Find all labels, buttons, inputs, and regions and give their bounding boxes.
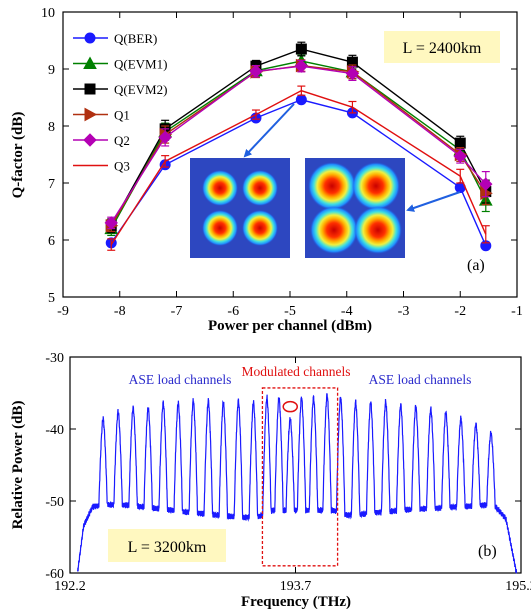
chart-a-panel-label: (a) — [467, 257, 485, 274]
chart-b-xtick-label: 193.7 — [280, 579, 312, 594]
chart-b-ticks: 192.2 193.7 195.2 -60 -50 -40 -30 — [45, 351, 531, 594]
constellation-inset-left — [190, 158, 290, 258]
chart-a-xtick-label: -5 — [284, 304, 296, 319]
modulated-channels-label: Modulated channels — [241, 364, 350, 379]
data-point — [104, 216, 118, 230]
chart-a-xtick-label: -7 — [171, 304, 183, 319]
series-q-ber- — [105, 94, 492, 252]
legend-label: Q2 — [114, 133, 130, 148]
legend-entry: Q(EVM2) — [73, 82, 167, 97]
series-q3 — [107, 85, 490, 251]
chart-b-ytick-label: -40 — [45, 423, 64, 438]
chart-a-ytick-label: 9 — [48, 63, 55, 78]
chart-a-ytick-label: 10 — [41, 6, 55, 21]
data-point — [295, 94, 307, 106]
legend-label: Q(EVM2) — [114, 82, 167, 97]
modulated-channels-box — [261, 387, 339, 567]
inset-left-arrow — [243, 103, 295, 158]
chart-a-xtick-label: -9 — [57, 304, 69, 319]
chart-a-ytick-label: 7 — [48, 177, 55, 192]
legend-marker — [84, 107, 98, 122]
legend-entry: Q(BER) — [73, 31, 157, 46]
chart-a-series — [104, 41, 493, 252]
data-point — [479, 177, 493, 191]
series-q2 — [104, 59, 493, 230]
legend-label: Q(BER) — [114, 31, 157, 46]
legend-marker — [83, 133, 97, 147]
chart-a-xtick-label: -1 — [511, 304, 523, 319]
chart-b: 192.2 193.7 195.2 -60 -50 -40 -30 ASE load cha… — [10, 351, 531, 610]
legend-marker — [84, 83, 96, 95]
ase-load-label-right: ASE load channels — [369, 372, 472, 387]
chart-a-ytick-label: 8 — [48, 120, 55, 135]
data-point — [249, 64, 263, 78]
legend-marker — [84, 32, 96, 44]
data-point — [453, 149, 467, 163]
chart-a-ylabel: Q-factor (dB) — [10, 112, 26, 199]
chart-a-ytick-label: 6 — [48, 234, 55, 249]
ase-load-label-left: ASE load channels — [129, 372, 232, 387]
chart-b-panel-label: (b) — [478, 543, 497, 560]
chart-a-legend: Q(BER) Q(EVM1) Q(EVM2) Q1 Q2 Q3 — [73, 31, 167, 174]
chart-a-xlabel: Power per channel (dBm) — [208, 318, 372, 334]
chart-a-xtick-label: -2 — [454, 304, 466, 319]
chart-a-xtick-label: -6 — [227, 304, 239, 319]
chart-b-xtick-label: 192.2 — [54, 579, 86, 594]
legend-label: Q1 — [114, 108, 130, 123]
data-point — [345, 66, 360, 81]
legend-label: Q3 — [114, 159, 130, 174]
spectrum-trace — [76, 393, 518, 574]
chart-b-ytick-label: -60 — [45, 567, 64, 582]
legend-entry: Q1 — [73, 108, 130, 123]
chart-a-ytick-label: 5 — [48, 291, 55, 306]
legend-label: Q(EVM1) — [114, 57, 167, 72]
chart-b-ylabel: Relative Power (dB) — [10, 401, 26, 530]
legend-entry: Q3 — [73, 159, 130, 174]
inset-right-arrow — [406, 191, 461, 212]
chart-a-annotation-box — [384, 31, 500, 63]
chart-a-xtick-label: -4 — [341, 304, 353, 319]
chart-a-xtick-label: -8 — [114, 304, 126, 319]
series-line — [110, 99, 487, 246]
legend-entry: Q(EVM1) — [73, 56, 167, 72]
data-point — [454, 137, 466, 149]
legend-entry: Q2 — [73, 133, 130, 148]
chart-b-ytick-label: -50 — [45, 495, 64, 510]
data-point — [158, 130, 172, 145]
chart-b-annotation-box — [108, 529, 226, 562]
data-point — [294, 59, 309, 73]
legend-marker — [83, 56, 97, 69]
chart-a-annotation: L = 2400km — [403, 40, 482, 57]
chart-b-ytick-label: -30 — [45, 351, 64, 366]
data-point — [295, 43, 307, 55]
chart-b-annotation: L = 3200km — [128, 539, 207, 556]
chart-a-xtick-label: -3 — [398, 304, 410, 319]
circled-channel-peak — [282, 400, 298, 413]
chart-b-xtick-label: 195.2 — [505, 579, 531, 594]
constellation-inset-right — [305, 158, 405, 258]
chart-a-ticks: -9 -8 -7 -6 -5 -4 -3 -2 -1 5 6 7 8 9 10 — [41, 6, 523, 319]
chart-b-xlabel: Frequency (THz) — [241, 594, 351, 610]
